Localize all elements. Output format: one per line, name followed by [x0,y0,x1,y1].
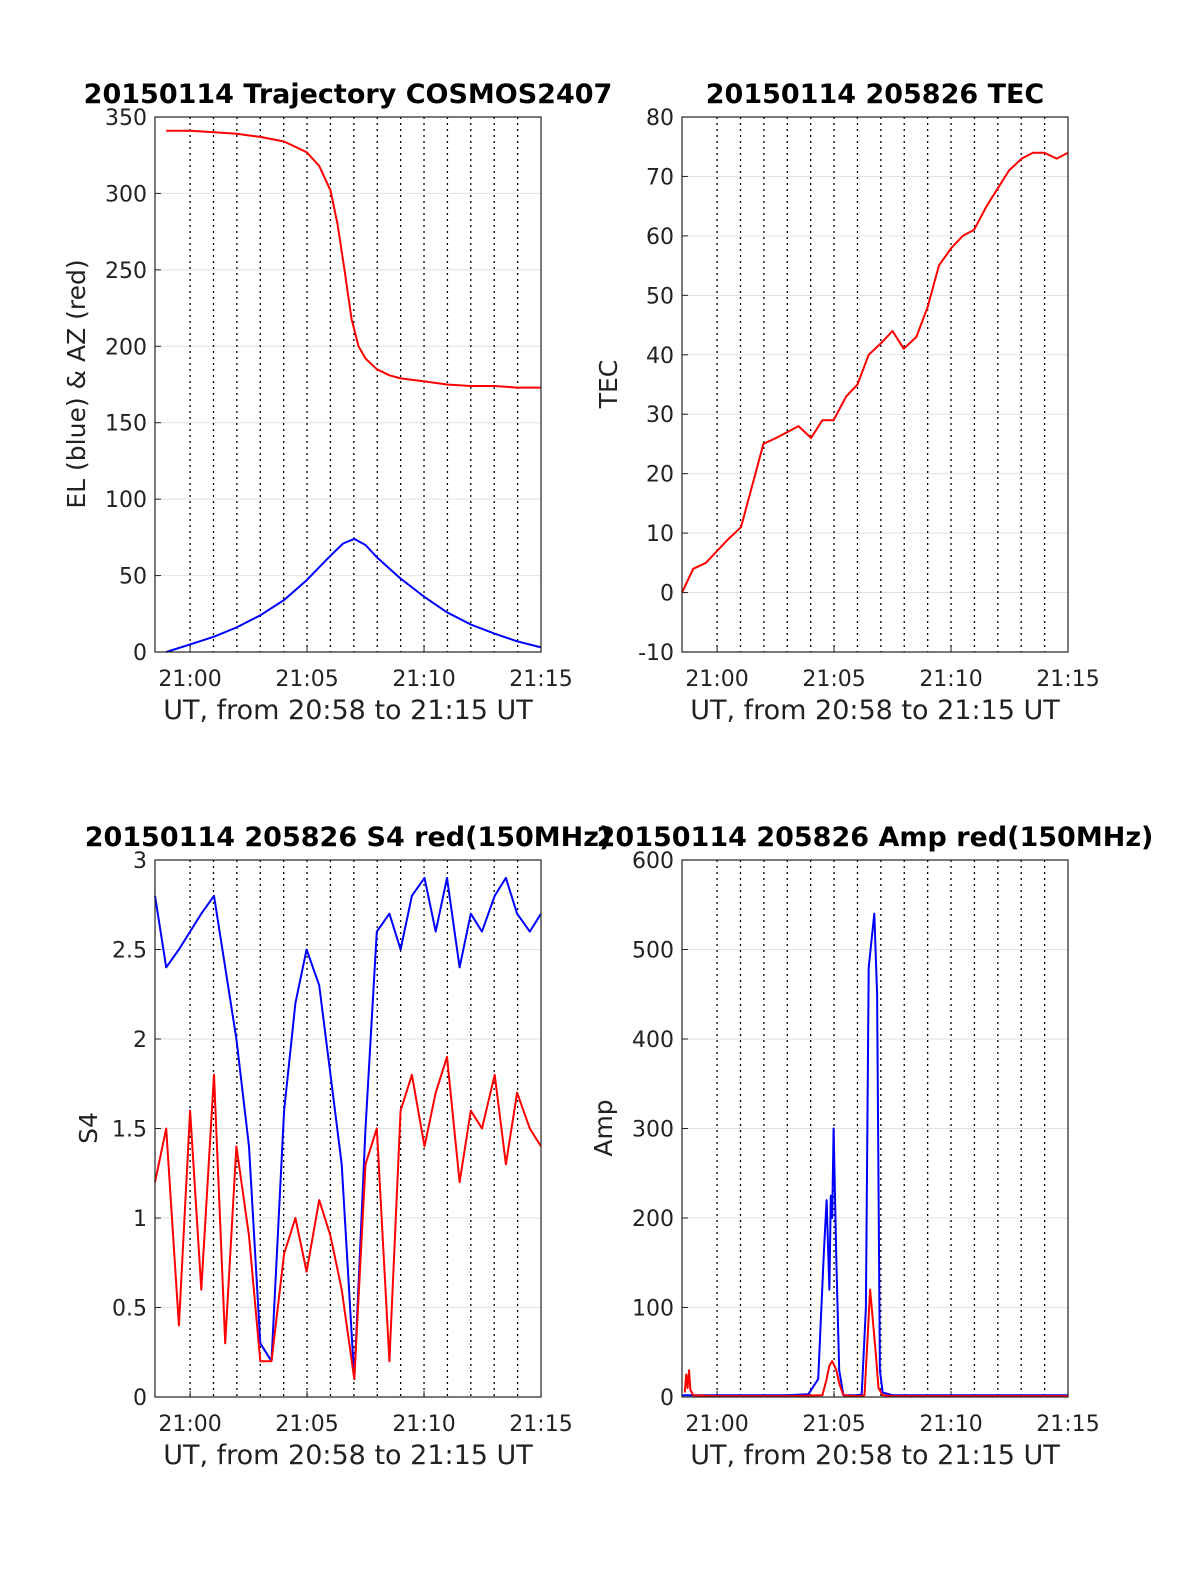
plot-frame [681,116,1069,653]
plot-frame [154,859,542,1398]
y-tick-label: 70 [646,165,674,190]
s4-ylabel: S4 [74,1112,103,1144]
y-tick-label: 0 [660,1386,674,1411]
y-tick-label: 40 [646,344,674,369]
y-tick-label: 30 [646,403,674,428]
y-tick-label: 100 [105,488,147,513]
tec-xlabel: UT, from 20:58 to 21:15 UT [690,695,1060,726]
series-line-red [683,1288,1068,1398]
s4-title: 20150114 205826 S4 red(150MHz) [85,822,612,853]
x-tick-label: 21:00 [685,1412,748,1437]
y-tick-label: 300 [632,1118,674,1143]
trajectory-xlabel: UT, from 20:58 to 21:15 UT [163,695,533,726]
x-tick-label: 21:15 [1036,667,1099,692]
y-tick-label: 2.5 [112,939,147,964]
x-tick-label: 21:10 [919,667,982,692]
plot-frame [154,116,542,653]
y-tick-label: 350 [105,106,147,131]
y-tick-label: 0 [660,582,674,607]
tec-title: 20150114 205826 TEC [706,79,1045,110]
y-tick-label: 200 [105,335,147,360]
trajectory-panel: 20150114 Trajectory COSMOS2407 UT, from … [62,79,612,726]
y-tick-label: 300 [105,182,147,207]
x-tick-label: 21:00 [158,667,221,692]
y-tick-label: 250 [105,259,147,284]
trajectory-title: 20150114 Trajectory COSMOS2407 [84,79,613,110]
y-tick-label: -10 [638,641,674,666]
y-tick-label: 60 [646,225,674,250]
y-tick-label: 20 [646,463,674,488]
y-tick-label: 200 [632,1207,674,1232]
y-tick-label: 1.5 [112,1118,147,1143]
tec-panel: 20150114 205826 TEC UT, from 20:58 to 21… [594,79,1100,726]
y-tick-label: 3 [133,849,147,874]
y-tick-label: 80 [646,106,674,131]
x-tick-label: 21:15 [1036,1412,1099,1437]
s4-panel: 20150114 205826 S4 red(150MHz) UT, from … [74,822,611,1471]
y-tick-label: 10 [646,522,674,547]
y-tick-label: 0 [133,1386,147,1411]
s4-xlabel: UT, from 20:58 to 21:15 UT [163,1440,533,1471]
y-tick-label: 50 [119,565,147,590]
amp-title: 20150114 205826 Amp red(150MHz) [597,822,1154,853]
y-tick-label: 0 [133,641,147,666]
series-line-red [154,1055,542,1381]
y-tick-label: 1 [133,1207,147,1232]
x-tick-label: 21:05 [275,1412,338,1437]
x-tick-label: 21:05 [802,667,865,692]
y-tick-label: 50 [646,284,674,309]
y-tick-label: 100 [632,1297,674,1322]
y-tick-label: 600 [632,849,674,874]
series-line-red [681,151,1069,594]
y-tick-label: 400 [632,1028,674,1053]
x-tick-label: 21:15 [509,1412,572,1437]
x-tick-label: 21:10 [392,1412,455,1437]
x-tick-label: 21:10 [392,667,455,692]
series-line-blue [154,876,542,1381]
y-tick-label: 150 [105,412,147,437]
y-tick-label: 2 [133,1028,147,1053]
series-line-blue [165,537,542,653]
y-tick-label: 0.5 [112,1297,147,1322]
tec-ylabel: TEC [594,360,623,410]
x-tick-label: 21:05 [802,1412,865,1437]
x-tick-label: 21:05 [275,667,338,692]
series-line-red [166,129,541,389]
x-tick-label: 21:15 [509,667,572,692]
x-tick-label: 21:10 [919,1412,982,1437]
trajectory-ylabel: EL (blue) & AZ (red) [62,259,91,508]
x-tick-label: 21:00 [685,667,748,692]
y-tick-label: 500 [632,939,674,964]
plot-frame [681,859,1069,1398]
x-tick-label: 21:00 [158,1412,221,1437]
amp-panel: 20150114 205826 Amp red(150MHz) UT, from… [589,822,1153,1471]
amp-xlabel: UT, from 20:58 to 21:15 UT [690,1440,1060,1471]
amp-ylabel: Amp [589,1099,618,1156]
